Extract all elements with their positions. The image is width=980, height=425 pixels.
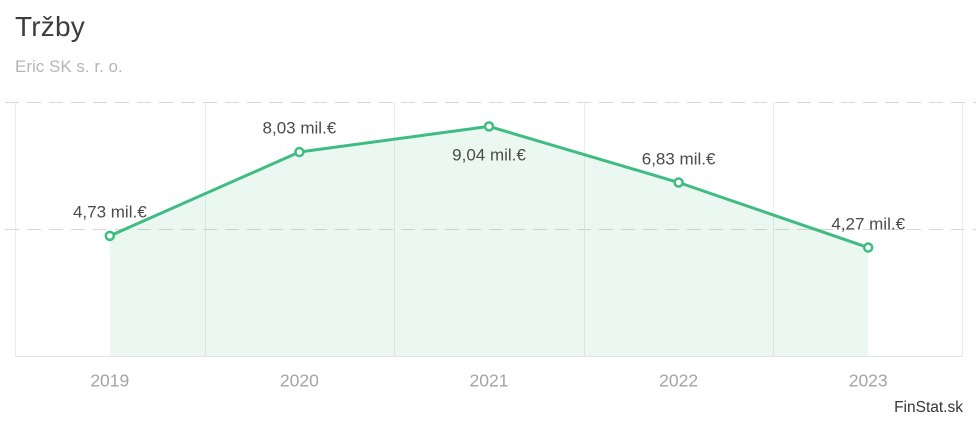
data-point-marker[interactable] [862, 242, 874, 253]
chart-subtitle: Eric SK s. r. o. [15, 57, 123, 76]
data-point-marker[interactable] [104, 230, 116, 242]
data-point-marker[interactable] [483, 121, 495, 132]
chart-title: Tržby [15, 11, 85, 42]
data-point-marker[interactable] [673, 177, 684, 188]
data-point-marker[interactable] [294, 146, 305, 158]
series-area-fill [109, 126, 869, 356]
finstat-brand-link[interactable]: FinStat.sk [894, 399, 963, 416]
